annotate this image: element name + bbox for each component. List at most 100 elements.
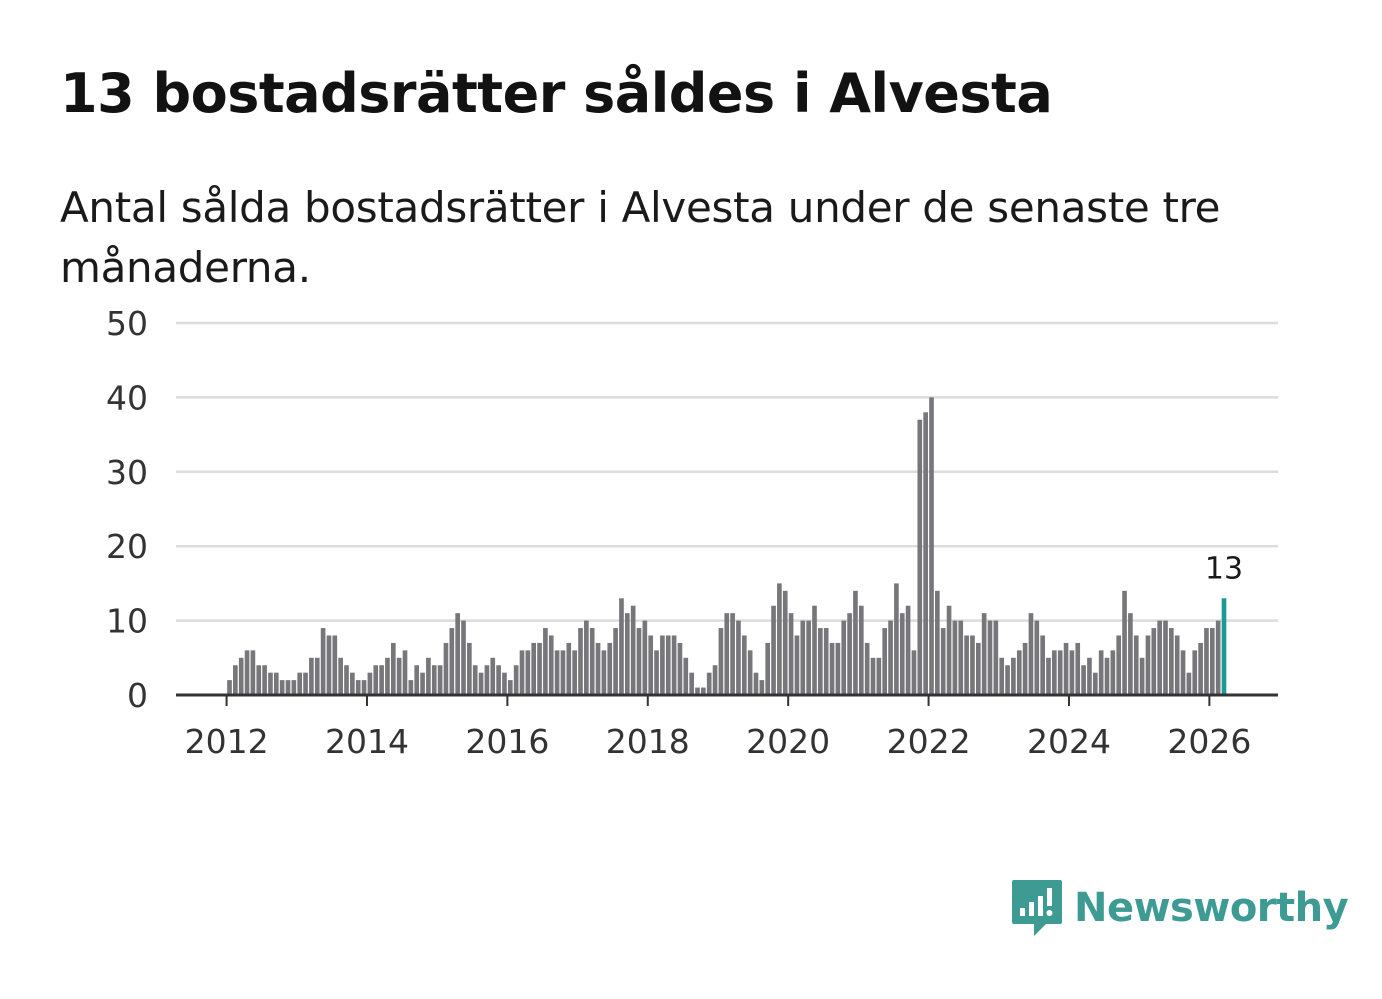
bar	[1198, 642, 1203, 695]
bar	[741, 635, 747, 695]
bar	[759, 680, 765, 695]
bar	[1016, 650, 1022, 695]
bar	[484, 665, 490, 695]
bar	[1122, 590, 1127, 695]
bar	[455, 613, 460, 695]
bar	[706, 672, 712, 695]
bar	[1204, 628, 1209, 695]
bar	[291, 680, 297, 695]
x-tick-label: 2026	[1167, 722, 1251, 761]
bar	[279, 680, 285, 695]
bar	[1075, 642, 1081, 695]
bar	[1040, 635, 1045, 695]
chart-subtitle: Antal sålda bostadsrätter i Alvesta unde…	[60, 183, 1221, 292]
chart-title: 13 bostadsrätter såldes i Alvesta	[60, 62, 1053, 125]
bar	[543, 628, 548, 695]
bar	[443, 642, 449, 695]
bar	[952, 620, 958, 695]
bar	[502, 672, 507, 695]
bar	[958, 620, 964, 695]
bar	[607, 642, 613, 695]
bar	[467, 642, 472, 695]
bar	[1011, 657, 1016, 695]
bar	[858, 605, 864, 695]
newsworthy-logo: Newsworthy	[1010, 878, 1349, 938]
newsworthy-logo-icon	[1012, 880, 1062, 936]
bar	[238, 657, 244, 695]
bar	[1169, 628, 1174, 695]
bar	[449, 628, 455, 695]
bar	[847, 613, 852, 695]
bar	[1098, 650, 1104, 695]
bar	[648, 635, 654, 695]
bar	[1151, 628, 1157, 695]
bar	[355, 680, 361, 695]
bar	[665, 635, 671, 695]
bar	[537, 642, 542, 695]
bar	[244, 650, 250, 695]
bar	[496, 665, 501, 695]
bar	[1192, 650, 1198, 695]
bar	[935, 590, 940, 695]
bar	[823, 628, 829, 695]
bar	[361, 680, 367, 695]
x-tick-label: 2024	[1027, 722, 1111, 761]
bar	[414, 665, 420, 695]
bar	[326, 635, 332, 695]
bar	[1215, 620, 1221, 695]
bar	[1046, 657, 1051, 695]
bar	[1139, 657, 1145, 695]
bar	[525, 650, 531, 695]
bars	[176, 397, 1278, 697]
bar	[379, 665, 384, 695]
bar	[619, 598, 624, 695]
bar	[642, 620, 648, 695]
y-tick-label: 0	[127, 676, 148, 715]
bar	[712, 665, 718, 695]
bar	[1092, 672, 1098, 695]
bar	[1145, 635, 1151, 695]
bar	[888, 620, 893, 695]
bar	[320, 628, 326, 695]
bar	[806, 620, 811, 695]
bar	[1087, 657, 1092, 695]
bar	[999, 657, 1005, 695]
bar	[548, 635, 554, 695]
bar	[671, 635, 677, 695]
bar	[1116, 635, 1122, 695]
bar	[818, 628, 823, 695]
x-tick-label: 2018	[606, 722, 690, 761]
bar	[390, 642, 396, 695]
bar	[367, 672, 373, 695]
bar	[689, 672, 694, 695]
bar	[911, 650, 917, 695]
bar	[578, 628, 583, 695]
bar	[1180, 650, 1186, 695]
bar	[490, 657, 496, 695]
bar	[1133, 635, 1139, 695]
bar	[268, 672, 273, 695]
bar	[841, 620, 847, 695]
bar	[396, 657, 402, 695]
bar	[701, 687, 706, 695]
bar	[285, 680, 291, 695]
bar	[970, 635, 975, 695]
bar	[273, 672, 279, 695]
bar	[1005, 665, 1010, 695]
bar	[472, 665, 478, 695]
bar	[1209, 628, 1215, 695]
bar	[385, 657, 390, 695]
x-axis: 2012 2014 2016 2018 2020 2022 2024 2026	[185, 695, 1251, 761]
bar	[1128, 613, 1133, 695]
bar	[478, 672, 484, 695]
bar	[777, 583, 782, 695]
bar	[344, 665, 349, 695]
bar	[1057, 650, 1063, 695]
bar	[753, 672, 759, 695]
bar	[695, 687, 700, 695]
bar	[812, 605, 817, 695]
bar	[572, 650, 577, 695]
bar	[1063, 642, 1069, 695]
bar	[829, 642, 835, 695]
x-tick-label: 2022	[887, 722, 971, 761]
